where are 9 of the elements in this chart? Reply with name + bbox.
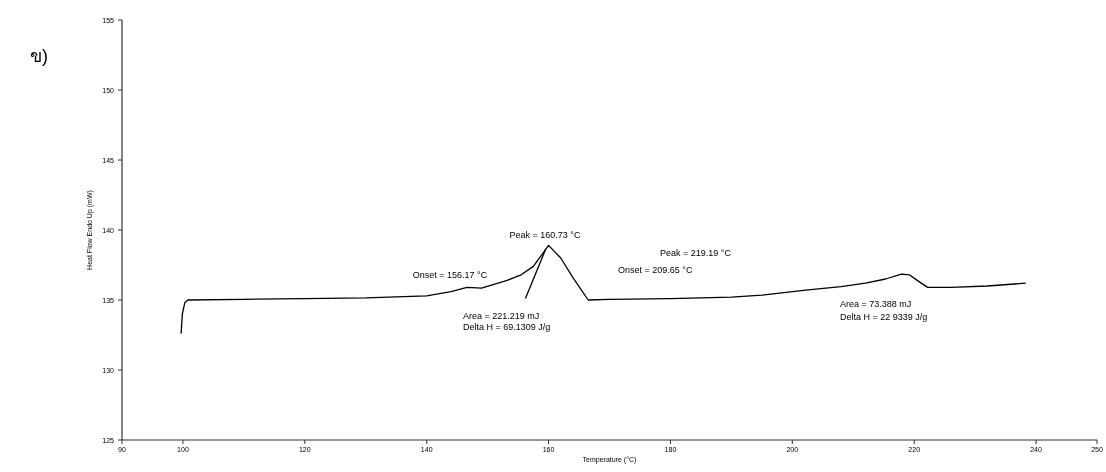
annotation: Area = 221.219 mJ [463,311,540,321]
annotation: Onset = 209.65 °C [618,265,693,275]
annotation: Onset = 156.17 °C [412,270,488,280]
text: ข) [30,46,48,66]
annotation: Area = 73.388 mJ [840,299,912,309]
annotation: Peak = 160.73 °C [509,230,581,240]
annotation: Peak = 219.19 °C [660,248,732,258]
annotation: Delta H = 22 9339 J/g [840,312,928,322]
annotation: Delta H = 69.1309 J/g [463,322,551,332]
